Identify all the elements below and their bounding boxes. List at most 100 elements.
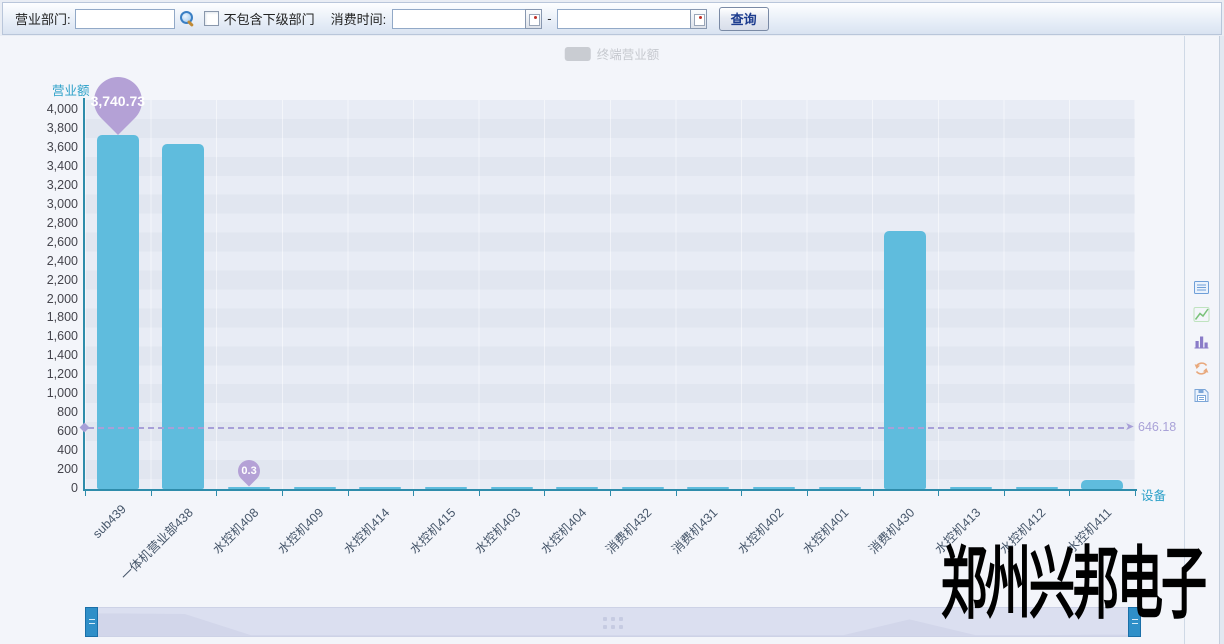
chart-panel: 终端营业额 营业额 0 200 400 600 800 1,000 1,200 1,400 1,… (0, 36, 1224, 644)
dept-input[interactable] (74, 8, 175, 29)
date-from-wrap (392, 8, 543, 29)
min-mark-pin: 0.3 (233, 455, 265, 487)
x-axis-title: 设备 (1141, 489, 1167, 503)
x-tick (544, 491, 546, 496)
x-tick (610, 491, 611, 496)
x-tick-label-水控机415: 水控机415 (406, 505, 458, 557)
y-tick-label: 1,000 (46, 386, 78, 401)
x-tick-label-水控机404: 水控机404 (538, 505, 590, 557)
bar-水控机404[interactable] (556, 487, 599, 489)
datazoom-slider[interactable] (85, 607, 1141, 637)
x-tick-label-水控机409: 水控机409 (275, 505, 327, 557)
bar-水控机414[interactable] (359, 487, 402, 489)
datazoom-left-handle[interactable] (85, 607, 98, 637)
exclude-sub-dept-checkbox[interactable] (203, 11, 219, 26)
window-right-edge (1219, 36, 1224, 644)
exclude-sub-dept-label: 不包含下级部门 (223, 12, 315, 27)
x-tick-label-消费机431: 消费机431 (669, 505, 721, 557)
legend-swatch (564, 46, 591, 61)
date-from-input[interactable] (392, 8, 530, 29)
bar-消费机432[interactable] (621, 487, 664, 489)
bar-水控机412[interactable] (1015, 487, 1058, 489)
date-to-calendar-icon[interactable] (689, 8, 707, 29)
y-axis-line (83, 98, 85, 491)
x-tick (938, 491, 940, 496)
date-from-calendar-icon[interactable] (525, 8, 543, 29)
y-tick-label: 0 (71, 481, 78, 495)
y-tick-label: 1,200 (46, 367, 78, 382)
y-tick-label: 2,000 (46, 291, 78, 306)
x-tick (741, 491, 743, 496)
y-tick-label: 800 (57, 405, 78, 420)
min-mark-pin-label: 0.3 (241, 465, 257, 478)
bar-sub439[interactable] (96, 134, 139, 489)
dept-label: 营业部门: (15, 12, 71, 27)
x-tick (872, 491, 874, 496)
x-tick-label-水控机414: 水控机414 (341, 505, 393, 557)
average-line-label: 646.18 (1138, 419, 1177, 434)
y-tick-label: 3,400 (46, 158, 78, 173)
x-tick-label-消费机430: 消费机430 (866, 505, 918, 557)
legend-label: 终端营业额 (596, 48, 660, 62)
datazoom-drag-dots[interactable] (603, 617, 623, 629)
x-tick (1135, 491, 1136, 496)
save-image-icon[interactable] (1192, 386, 1211, 405)
y-tick-label: 4,000 (46, 102, 78, 116)
y-tick-label: 2,600 (46, 234, 78, 249)
x-tick (281, 491, 283, 496)
panel-right-divider (1184, 36, 1185, 644)
x-tick (347, 491, 349, 496)
bar-chart-icon[interactable] (1192, 332, 1211, 351)
x-tick (675, 491, 677, 496)
y-tick-label: 600 (57, 424, 78, 439)
y-axis-title: 营业额 (52, 84, 90, 98)
date-to-input[interactable] (556, 8, 694, 29)
x-tick (85, 491, 86, 496)
x-tick-label-水控机402: 水控机402 (734, 505, 787, 557)
x-tick (150, 491, 152, 496)
bar-消费机430[interactable] (884, 230, 927, 489)
x-tick-label-一体机营业部438: 一体机营业部438 (117, 505, 196, 584)
time-label: 消费时间: (330, 12, 387, 27)
average-line (88, 426, 1124, 429)
date-to-wrap (556, 8, 707, 29)
x-tick-label-水控机408: 水控机408 (209, 505, 262, 557)
y-tick-label: 200 (57, 462, 78, 477)
y-tick-label: 2,200 (46, 272, 78, 287)
chart-toolbox (1192, 278, 1211, 405)
y-tick-label: 2,800 (46, 215, 78, 230)
bar-水控机411[interactable] (1081, 480, 1124, 489)
x-tick (1003, 491, 1005, 496)
y-tick-label: 3,800 (46, 120, 78, 135)
x-tick (806, 491, 808, 496)
bar-水控机409[interactable] (293, 487, 336, 489)
y-tick-label: 3,000 (46, 196, 78, 211)
x-tick (478, 491, 480, 496)
y-tick-label: 3,200 (46, 177, 78, 192)
watermark: 郑州兴邦电子 (941, 538, 1207, 629)
x-tick-label-消费机432: 消费机432 (603, 505, 655, 557)
bar-水控机402[interactable] (753, 487, 796, 489)
restore-icon[interactable] (1192, 359, 1211, 378)
x-tick (1069, 491, 1071, 496)
y-tick-label: 1,600 (46, 329, 78, 344)
bar-消费机431[interactable] (687, 487, 730, 489)
bar-水控机401[interactable] (818, 487, 861, 489)
y-tick-label: 1,800 (46, 310, 78, 325)
bar-水控机408[interactable] (228, 487, 271, 489)
search-icon[interactable] (179, 10, 196, 27)
bar-一体机营业部438[interactable] (162, 143, 205, 489)
line-chart-icon[interactable] (1192, 305, 1211, 324)
legend-item-terminal-revenue[interactable]: 终端营业额 (564, 44, 660, 63)
bar-水控机413[interactable] (949, 487, 992, 489)
query-button[interactable]: 查询 (718, 6, 769, 31)
range-separator: - (547, 11, 552, 26)
bar-水控机403[interactable] (490, 487, 533, 489)
bar-水控机415[interactable] (424, 487, 467, 489)
data-view-icon[interactable] (1192, 278, 1211, 297)
datazoom-right-handle[interactable] (1128, 607, 1141, 637)
x-tick (413, 491, 415, 496)
max-mark-pin-label: 3,740.73 (90, 92, 146, 109)
x-tick-label-水控机403: 水控机403 (472, 505, 524, 557)
y-tick-label: 2,400 (46, 253, 78, 268)
